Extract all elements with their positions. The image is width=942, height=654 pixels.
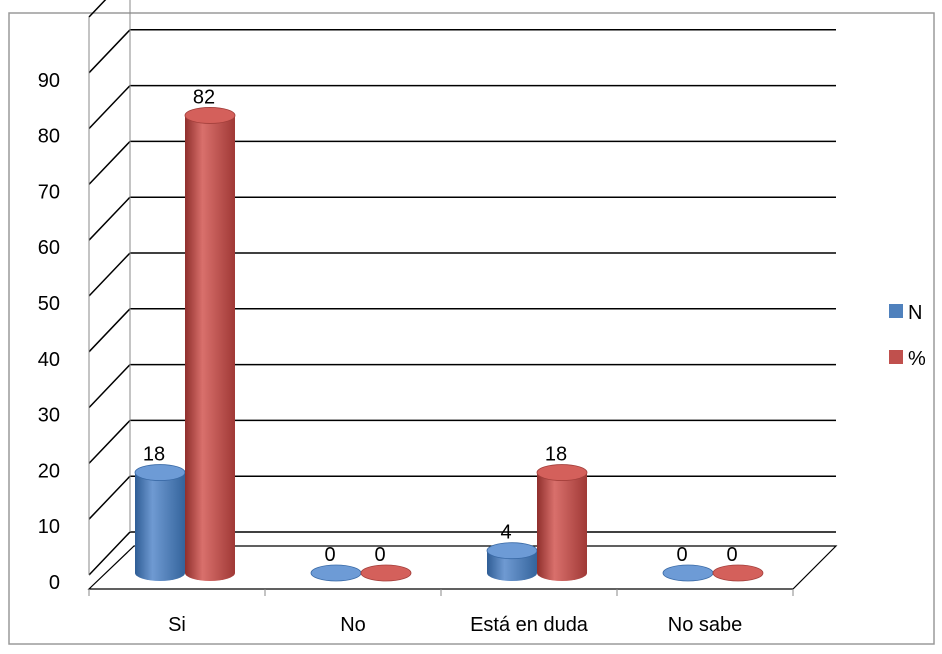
gridline-side	[88, 364, 131, 409]
bar-N-Si	[134, 464, 186, 581]
bar-%-Está en duda	[536, 464, 588, 581]
gridline-side	[88, 85, 131, 130]
legend-swatch-%	[889, 350, 903, 364]
y-tick-label: 0	[49, 572, 60, 594]
data-label: 4	[500, 522, 511, 544]
y-tick-label: 90	[38, 70, 60, 92]
bar-body	[537, 472, 587, 581]
chart-floor	[87, 545, 838, 590]
bar-top	[184, 107, 236, 124]
legend-swatch-N	[889, 304, 903, 318]
y-tick-label: 40	[38, 349, 60, 371]
bar-%-No	[360, 564, 412, 582]
gridline-side	[88, 252, 131, 297]
gridline-side	[88, 531, 131, 576]
bar-%-Si	[184, 107, 236, 581]
data-label: 82	[193, 86, 215, 108]
legend-entry: N	[908, 302, 922, 324]
bar-body	[185, 115, 235, 581]
bar-top	[134, 464, 186, 481]
gridline-side	[88, 196, 131, 241]
x-category-label: Está en duda	[470, 614, 589, 636]
y-tick-label: 80	[38, 126, 60, 148]
data-label: 0	[374, 544, 385, 566]
y-tick-label: 60	[38, 237, 60, 259]
data-label: 0	[726, 544, 737, 566]
x-category-label: Si	[168, 614, 186, 636]
bar-N-Está en duda	[486, 542, 538, 581]
gridline-side	[88, 29, 131, 74]
bar-top	[310, 564, 362, 582]
bar-top	[360, 564, 412, 582]
data-label: 18	[143, 444, 165, 466]
y-tick-label: 10	[38, 516, 60, 538]
bar-N-No sabe	[662, 564, 714, 582]
gridline-side	[88, 0, 107, 18]
bar-body	[487, 550, 537, 581]
bar-top	[712, 564, 764, 582]
gridline-side	[88, 419, 131, 464]
x-category-label: No	[340, 614, 366, 636]
data-label: 18	[545, 444, 567, 466]
data-label: 0	[676, 544, 687, 566]
x-category-label: No sabe	[668, 614, 743, 636]
y-tick-label: 70	[38, 181, 60, 203]
gridline-side	[88, 475, 131, 520]
y-tick-label: 50	[38, 293, 60, 315]
gridline-side	[88, 308, 131, 353]
y-tick-label: 20	[38, 460, 60, 482]
data-label: 0	[324, 544, 335, 566]
bar-%-No sabe	[712, 564, 764, 582]
y-tick-label: 30	[38, 405, 60, 427]
legend-entry: %	[908, 348, 926, 370]
bar-body	[135, 472, 185, 581]
bar-N-No	[310, 564, 362, 582]
bar-top	[486, 542, 538, 560]
bar-top	[662, 564, 714, 582]
gridline-side	[88, 140, 131, 185]
bar-top	[536, 464, 588, 481]
